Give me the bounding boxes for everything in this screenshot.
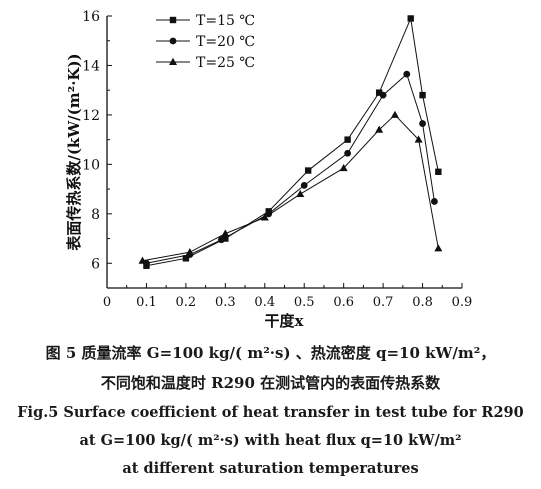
data-point <box>260 213 269 221</box>
data-point <box>375 89 383 96</box>
series-line <box>142 114 439 262</box>
series-line <box>146 73 435 264</box>
legend-label: T=15 ℃ <box>196 13 255 29</box>
y-tick-label: 16 <box>82 9 100 25</box>
legend-marker <box>169 57 177 65</box>
caption-english-line-3: at different saturation temperatures <box>122 460 419 477</box>
caption-chinese-line-2: 不同饱和温度时 R290 在测试管内的表面传热系数 <box>100 374 441 392</box>
y-tick-label: 14 <box>82 58 100 74</box>
data-point <box>375 125 384 133</box>
data-point <box>390 110 399 118</box>
data-point <box>344 149 352 157</box>
data-point <box>435 168 442 175</box>
y-tick-label: 12 <box>82 108 100 124</box>
legend-label: T=25 ℃ <box>196 55 255 71</box>
legend-marker <box>169 16 177 24</box>
x-tick-label: 0.2 <box>176 295 197 310</box>
data-point <box>182 255 190 262</box>
axes: 0 0.1 0.2 0.3 0.4 0.5 0.6 0.7 0.8 0.9 6 8 10 12 14 16 <box>82 9 472 310</box>
data-point <box>300 181 308 189</box>
data-point <box>403 70 411 78</box>
data-point <box>419 91 426 99</box>
legend-marker <box>169 37 177 45</box>
data-point <box>222 235 229 242</box>
data-point <box>217 236 225 244</box>
data-point <box>138 256 147 264</box>
data-point <box>407 15 414 22</box>
x-axis-label: 干度x <box>265 312 305 330</box>
legend: T=15 ℃ T=20 ℃ T=25 ℃ <box>156 13 255 71</box>
series-line <box>146 16 439 267</box>
x-tick-label: 0.3 <box>215 295 236 310</box>
x-tick-label: 0.4 <box>254 295 275 310</box>
series-triangle <box>138 110 443 264</box>
data-point <box>434 244 443 252</box>
y-tick-label: 10 <box>82 157 100 173</box>
series-layer <box>138 15 443 269</box>
data-point <box>339 163 348 172</box>
x-tick-label: 0.7 <box>373 295 394 310</box>
data-point <box>344 136 351 143</box>
data-point <box>430 198 438 205</box>
x-tick-label: 0 <box>103 295 111 310</box>
x-tick-label: 0.5 <box>294 295 315 310</box>
data-point <box>296 189 305 198</box>
data-point <box>379 91 387 99</box>
series-circle <box>143 70 438 267</box>
y-tick-label: 8 <box>91 207 100 223</box>
data-point <box>221 229 230 237</box>
x-tick-label: 0.6 <box>333 295 354 310</box>
data-point <box>185 247 194 256</box>
y-tick-label: 6 <box>91 256 100 272</box>
chart: 0 0.1 0.2 0.3 0.4 0.5 0.6 0.7 0.8 0.9 6 8 10 12 14 16 T… <box>65 9 472 330</box>
series-square <box>143 15 442 269</box>
caption-english-line-2: at G=100 kg/( m²·s) with heat flux q=10 … <box>79 432 462 449</box>
y-axis-label: 表面传热系数/(kW/(m²·K)) <box>65 53 83 250</box>
x-tick-label: 0.9 <box>452 295 473 310</box>
caption-english-line-1: Fig.5 Surface coefficient of heat transf… <box>17 404 524 421</box>
data-point <box>414 135 423 143</box>
data-point <box>419 120 426 127</box>
data-point <box>304 167 312 174</box>
x-tick-label: 0.8 <box>412 295 433 310</box>
legend-label: T=20 ℃ <box>196 34 255 50</box>
x-tick-label: 0.1 <box>136 295 157 310</box>
caption-chinese-line-1: 图 5 质量流率 G=100 kg/( m²·s) 、热流密度 q=10 kW/… <box>45 344 496 362</box>
